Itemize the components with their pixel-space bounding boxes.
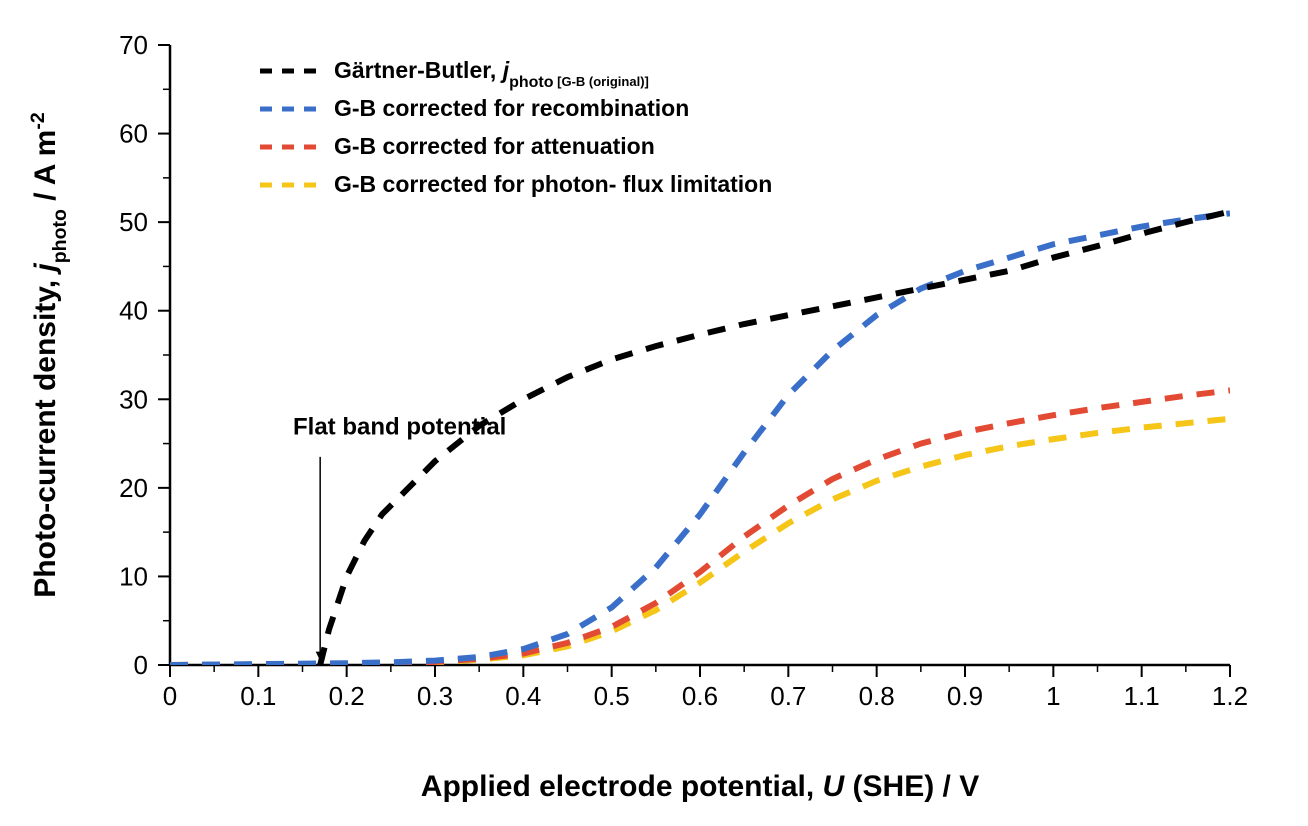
legend-label: G-B corrected for recombination	[334, 95, 689, 121]
y-tick-label: 50	[119, 207, 148, 237]
y-tick-label: 0	[134, 650, 148, 680]
chart-svg: 0 0.1 0.2 0.3 0.4 0.5 0.6 0.7 0.8 0.9 1 1.1 1.2 0 10 20…	[0, 0, 1308, 826]
legend-label: G-B corrected for attenuation	[334, 133, 655, 159]
x-tick-label: 0.8	[859, 681, 895, 711]
chart-background	[0, 0, 1308, 826]
x-tick-label: 0.6	[682, 681, 718, 711]
y-tick-label: 20	[119, 473, 148, 503]
x-tick-label: 0.9	[947, 681, 983, 711]
annotation-label: Flat band potential	[293, 414, 506, 441]
x-tick-label: 1.1	[1124, 681, 1160, 711]
x-tick-label: 0.7	[770, 681, 806, 711]
chart-container: 0 0.1 0.2 0.3 0.4 0.5 0.6 0.7 0.8 0.9 1 1.1 1.2 0 10 20…	[0, 0, 1308, 826]
y-tick-label: 70	[119, 30, 148, 60]
y-tick-label: 60	[119, 119, 148, 149]
x-tick-label: 0.2	[329, 681, 365, 711]
y-tick-label: 40	[119, 296, 148, 326]
x-tick-label: 0.1	[240, 681, 276, 711]
x-tick-label: 0.4	[505, 681, 541, 711]
y-tick-label: 10	[119, 561, 148, 591]
x-axis-label: Applied electrode potential, U (SHE) / V	[421, 770, 979, 803]
x-tick-label: 1	[1046, 681, 1060, 711]
x-tick-label: 1.2	[1212, 681, 1248, 711]
legend-label: G-B corrected for photon- flux limitatio…	[334, 171, 772, 197]
y-tick-label: 30	[119, 384, 148, 414]
x-tick-label: 0.5	[594, 681, 630, 711]
x-tick-label: 0	[163, 681, 177, 711]
x-tick-label: 0.3	[417, 681, 453, 711]
